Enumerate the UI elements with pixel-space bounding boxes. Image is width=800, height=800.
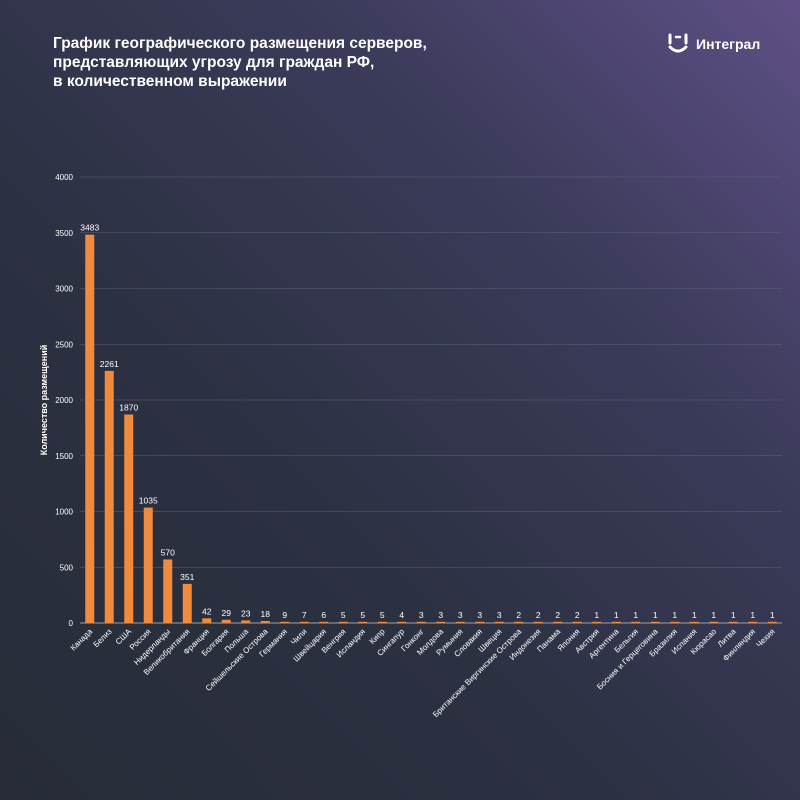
bar-value-label: 5 — [360, 610, 365, 620]
y-tick-label: 3500 — [55, 229, 73, 238]
bar — [553, 621, 563, 623]
chart-title: График географического размещения сервер… — [53, 34, 573, 91]
bar-value-label: 29 — [222, 608, 232, 618]
bar-value-label: 1 — [614, 610, 619, 620]
y-tick-label: 1500 — [55, 452, 73, 461]
bar — [241, 620, 251, 623]
bar — [202, 618, 212, 623]
bar — [104, 370, 114, 623]
bar — [280, 621, 290, 623]
bar — [514, 621, 524, 623]
bar-value-label: 2 — [555, 610, 560, 620]
bar-value-label: 2261 — [100, 359, 119, 369]
bar-value-label: 18 — [261, 609, 271, 619]
bar-value-label: 3 — [458, 610, 463, 620]
bar-value-label: 1 — [653, 610, 658, 620]
bar — [728, 621, 738, 623]
y-tick-label: 500 — [60, 563, 74, 572]
y-tick-label: 2500 — [55, 340, 73, 349]
bar — [377, 621, 387, 623]
bar-value-label: 5 — [341, 610, 346, 620]
bar — [397, 621, 407, 623]
bar-value-label: 1 — [770, 610, 775, 620]
bar-value-label: 1870 — [119, 402, 138, 412]
bar-value-label: 1035 — [139, 496, 158, 506]
bar — [319, 621, 329, 623]
bar — [689, 621, 699, 623]
bar-value-label: 6 — [321, 610, 326, 620]
bar-value-label: 1 — [633, 610, 638, 620]
chart-title-line-1: График географического размещения сервер… — [53, 35, 427, 52]
bar-value-label: 1 — [731, 610, 736, 620]
bar — [533, 621, 543, 623]
bar — [748, 621, 758, 623]
bar — [650, 621, 660, 623]
bar — [358, 621, 368, 623]
bar-value-label: 2 — [575, 610, 580, 620]
bar — [436, 621, 446, 623]
y-tick-label: 1000 — [55, 508, 73, 517]
x-tick-label: Чехия — [754, 627, 776, 649]
bar-value-label: 3 — [419, 610, 424, 620]
bar — [455, 621, 465, 623]
bar — [631, 621, 641, 623]
bar — [709, 621, 719, 623]
bar-value-label: 1 — [594, 610, 599, 620]
bar — [163, 559, 173, 623]
bar — [124, 414, 134, 623]
bar — [85, 234, 95, 623]
bar-value-label: 2 — [516, 610, 521, 620]
y-tick-label: 4000 — [55, 173, 73, 182]
bar — [260, 620, 270, 623]
bar-value-label: 9 — [282, 610, 287, 620]
bar-value-label: 2 — [536, 610, 541, 620]
bar — [494, 621, 504, 623]
bar-value-label: 570 — [161, 547, 175, 557]
bar — [475, 621, 485, 623]
bar-value-label: 1 — [692, 610, 697, 620]
bar-value-label: 1 — [750, 610, 755, 620]
bar — [182, 583, 192, 623]
bar — [592, 621, 602, 623]
bar-value-label: 5 — [380, 610, 385, 620]
chart-title-line-3: в количественном выражении — [53, 73, 287, 90]
bar-value-label: 1 — [672, 610, 677, 620]
y-tick-label: 0 — [69, 619, 74, 628]
bar — [767, 621, 777, 623]
chart-title-line-2: представляющих угрозу для граждан РФ, — [53, 54, 375, 71]
x-tick-label: Канада — [69, 627, 95, 653]
bar — [338, 621, 348, 623]
bar — [221, 619, 231, 623]
bar-value-label: 4 — [399, 610, 404, 620]
bar — [143, 507, 153, 623]
bar-value-label: 42 — [202, 606, 212, 616]
bar — [572, 621, 582, 623]
bar-value-label: 3483 — [80, 223, 99, 233]
bar-value-label: 351 — [180, 572, 194, 582]
y-tick-label: 3000 — [55, 285, 73, 294]
integral-logo-icon — [668, 33, 688, 53]
x-tick-label: Белиз — [92, 627, 114, 649]
brand-logo: Интеграл — [667, 31, 760, 57]
y-tick-label: 2000 — [55, 396, 73, 405]
bar-value-label: 3 — [497, 610, 502, 620]
bar-value-label: 1 — [711, 610, 716, 620]
bar — [299, 621, 309, 623]
bar-value-label: 23 — [241, 608, 251, 618]
bar — [416, 621, 426, 623]
bar-value-label: 3 — [438, 610, 443, 620]
bar-value-label: 7 — [302, 610, 307, 620]
bar-value-label: 3 — [477, 610, 482, 620]
bar — [611, 621, 621, 623]
bar — [670, 621, 680, 623]
brand-name: Интеграл — [696, 36, 761, 52]
